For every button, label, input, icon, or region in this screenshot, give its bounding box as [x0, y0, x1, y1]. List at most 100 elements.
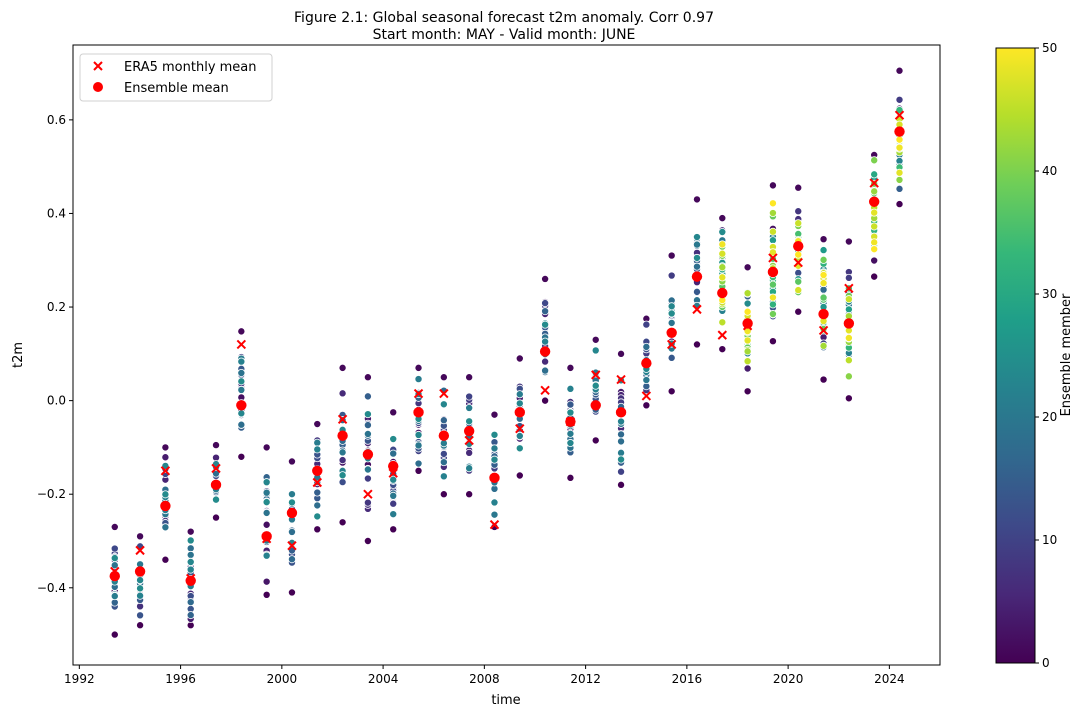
ensemble-member-point	[186, 598, 195, 607]
ensemble-member-point	[844, 372, 853, 381]
ensemble-member-point	[819, 246, 828, 255]
ensemble-member-point	[768, 337, 777, 346]
ensemble-member-point	[617, 448, 626, 457]
ensemble-member-point	[389, 491, 398, 500]
ensemble-member-point	[212, 513, 221, 522]
ensemble-member-point	[262, 508, 271, 517]
ensemble-member-point	[110, 522, 119, 531]
ensemble-member-point	[566, 408, 575, 417]
ensemble-member-point	[186, 557, 195, 566]
era5-point	[793, 257, 803, 268]
x-tick-label: 2000	[267, 672, 298, 686]
ensemble-member-point	[718, 273, 727, 282]
x-tick-label: 2024	[874, 672, 905, 686]
x-axis-ticks: 1992 1996 2000 2004 2008 2012 2016 2020 2024	[64, 665, 905, 686]
ensemble-member-point	[541, 366, 550, 375]
era5-point-stroke	[439, 388, 449, 399]
era5-point-stroke	[515, 423, 525, 434]
era5-point	[287, 540, 297, 551]
x-tick-label: 1992	[64, 672, 95, 686]
ensemble-member-point	[136, 591, 145, 600]
plot-frame	[72, 44, 941, 666]
ensemble-member-point	[794, 286, 803, 295]
ensemble-member-point	[819, 285, 828, 294]
ensemble-member-point	[490, 444, 499, 453]
ensemble-member-point	[161, 453, 170, 462]
ensemble-member-point	[591, 381, 600, 390]
era5-point-stroke	[591, 370, 601, 380]
ensemble-member-point	[642, 342, 651, 351]
colorbar-label: Ensemble member	[1059, 293, 1074, 416]
ensemble-mean-point	[438, 430, 450, 441]
colorbar-gradient	[995, 47, 1036, 664]
y-tick-label: −0.2	[37, 487, 66, 501]
legend-label-ensemble-mean: Ensemble mean	[124, 81, 229, 96]
ensemble-member-point	[768, 199, 777, 208]
ensemble-member-point	[414, 466, 423, 475]
ensemble-member-point	[439, 373, 448, 382]
ensemble-member-point	[490, 430, 499, 439]
era5-point-stroke	[742, 321, 753, 331]
ensemble-member-point	[667, 353, 676, 362]
era5-point-stroke	[565, 416, 576, 427]
ensemble-member-point	[819, 255, 828, 264]
ensemble-member-point	[617, 480, 626, 489]
ensemble-member-point	[692, 262, 701, 271]
ensemble-member-point	[136, 584, 145, 593]
colorbar-tick-label: 40	[1042, 164, 1057, 178]
ensemble-mean-point	[413, 407, 424, 418]
colorbar-ticks: 0 10 20 30 40 50	[1035, 41, 1057, 670]
colorbar-tick-label: 20	[1042, 410, 1057, 424]
ensemble-member-point	[768, 227, 777, 236]
colorbar-tick-label: 30	[1042, 287, 1057, 301]
y-tick-label: 0.6	[47, 113, 66, 127]
ensemble-mean-point	[793, 241, 804, 252]
ensemble-member-point	[718, 214, 727, 223]
x-tick-label: 2012	[570, 672, 601, 686]
ensemble-member-point	[617, 437, 626, 446]
era5-point	[565, 416, 576, 427]
y-axis-ticks: −0.4 −0.2 0.0 0.2 0.4 0.6	[37, 113, 73, 595]
ensemble-mean-marker-icon	[93, 82, 103, 92]
ensemble-member-point	[667, 271, 676, 280]
ensemble-member-point	[768, 248, 777, 257]
ensemble-member-point	[490, 410, 499, 419]
x-tick-label: 2020	[773, 672, 804, 686]
era5-point	[818, 325, 829, 336]
ensemble-member-point	[414, 375, 423, 384]
ensemble-member-point	[895, 200, 904, 209]
ensemble-member-point	[465, 490, 474, 499]
ensemble-member-point	[718, 240, 727, 249]
ensemble-member-point	[692, 340, 701, 349]
era5-point-stroke	[312, 477, 322, 488]
ensemble-member-point	[313, 525, 322, 534]
era5-point-stroke	[768, 253, 778, 263]
colorbar-tick-label: 50	[1042, 41, 1057, 55]
ensemble-member-point	[743, 364, 752, 373]
ensemble-member-point	[237, 377, 246, 386]
ensemble-member-point	[667, 302, 676, 311]
ensemble-member-point	[465, 448, 474, 457]
ensemble-member-point	[743, 336, 752, 345]
ensemble-member-point	[870, 187, 879, 196]
ensemble-member-point	[566, 384, 575, 393]
ensemble-member-point	[566, 439, 575, 448]
era5-point-stroke	[160, 466, 171, 476]
ensemble-mean-point	[286, 507, 298, 519]
ensemble-member-point	[186, 550, 195, 559]
ensemble-mean-point	[489, 472, 500, 484]
ensemble-mean-point	[843, 318, 855, 329]
ensemble-member-point	[768, 181, 777, 190]
ensemble-member-point	[870, 208, 879, 217]
y-tick-label: 0.2	[47, 300, 66, 314]
ensemble-member-point	[870, 238, 879, 247]
ensemble-mean-point	[261, 531, 272, 542]
era5-point	[236, 339, 247, 350]
ensemble-member-point	[490, 455, 499, 464]
ensemble-member-point	[338, 363, 347, 372]
ensemble-member-point	[515, 444, 524, 453]
ensemble-mean-point	[590, 400, 601, 411]
ensemble-member-point	[262, 551, 271, 560]
era5-point	[135, 545, 145, 556]
